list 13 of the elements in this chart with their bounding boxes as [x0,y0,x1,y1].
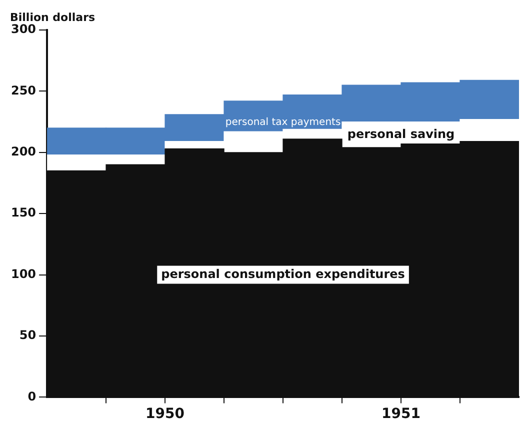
series-label: personal saving [347,126,455,141]
series-label: personal consumption expenditures [161,266,405,281]
y-axis-title: Billion dollars [10,10,96,24]
y-tick-label: 150 [10,206,36,220]
series-label: personal tax payments [225,117,341,128]
y-tick-label: 200 [10,144,36,159]
y-tick-label: 300 [10,22,36,36]
x-tick-label: 1951 [382,406,420,422]
y-tick-label: 250 [10,83,36,98]
y-tick-label: 100 [10,266,36,281]
x-tick-label: 1950 [146,406,185,422]
y-tick-label: 50 [19,328,36,342]
y-tick-label: 0 [28,389,36,404]
